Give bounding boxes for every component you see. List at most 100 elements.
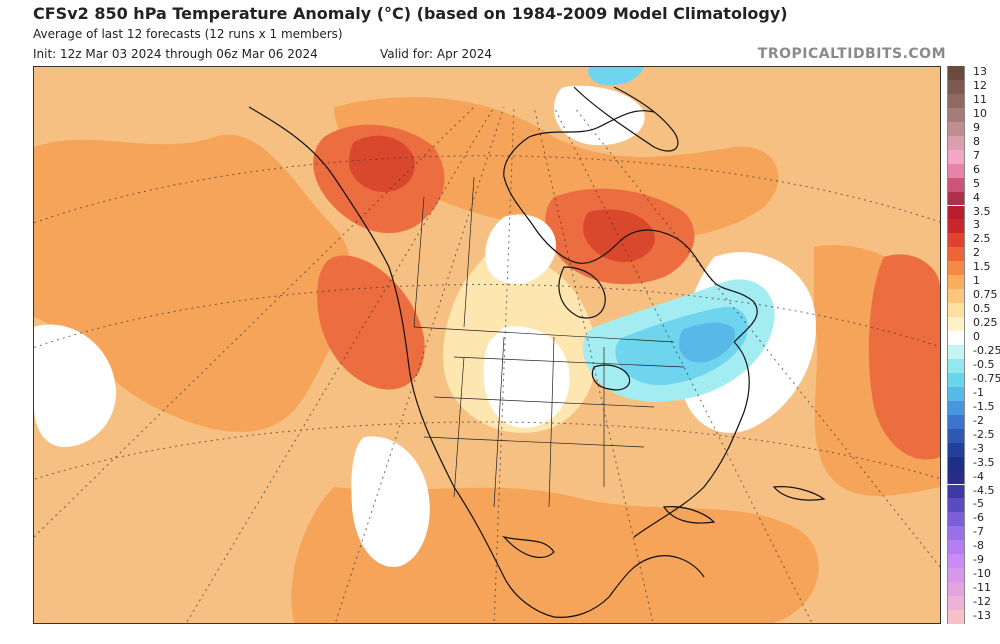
warm-region-pacific-band [34, 134, 351, 432]
legend-swatch [947, 372, 965, 387]
legend-label: 3.5 [973, 204, 991, 218]
ensemble-subtitle: Average of last 12 forecasts (12 runs x … [33, 27, 343, 41]
legend-entry: -13 [947, 609, 1000, 624]
legend-swatch [947, 526, 965, 541]
legend-swatch [947, 456, 965, 471]
legend-label: 13 [973, 65, 987, 78]
legend-swatch [947, 358, 965, 373]
legend-label: 5 [973, 176, 980, 190]
legend-swatch [947, 233, 965, 248]
legend-swatch [947, 345, 965, 359]
legend-entry: -9 [947, 553, 1000, 569]
legend-swatch [947, 93, 965, 108]
legend-entry: 1 [947, 274, 1000, 290]
legend-swatch [947, 303, 965, 318]
legend-entry: 0.75 [947, 288, 1000, 304]
legend-entry: 13 [947, 65, 1000, 80]
legend-entry: 3 [947, 218, 1000, 234]
legend-label: -1 [973, 385, 984, 399]
legend-label: -13 [973, 609, 991, 623]
legend-swatch [947, 177, 965, 192]
political-boundaries [413, 176, 685, 508]
legend-label: -2.5 [973, 427, 995, 441]
legend-swatch [947, 498, 965, 513]
neutral-zone-pacific-west [34, 324, 116, 447]
legend-swatch [947, 582, 965, 597]
legend-swatch [947, 512, 965, 527]
legend-label: 2.5 [973, 232, 991, 246]
legend-entry: 5 [947, 176, 1000, 192]
legend-entry: 0 [947, 330, 1000, 345]
legend-label: -6 [973, 511, 984, 525]
legend-swatch [947, 66, 965, 80]
map-canvas [34, 67, 940, 623]
legend-swatch [947, 107, 965, 122]
legend-swatch [947, 289, 965, 304]
legend-entry: -10 [947, 567, 1000, 583]
legend-label: 12 [973, 78, 987, 92]
cool-spot-greenland [588, 67, 644, 86]
legend-swatch [947, 554, 965, 569]
warm-max-labrador [583, 209, 655, 262]
legend-entry: 4 [947, 191, 1000, 206]
legend-label: 11 [973, 92, 987, 106]
legend-swatch [947, 191, 965, 206]
legend-label: -12 [973, 595, 991, 609]
legend-swatch [947, 540, 965, 555]
anomaly-map [33, 66, 941, 624]
coastlines [248, 86, 826, 618]
legend-entry: -6 [947, 511, 1000, 527]
legend-swatch [947, 442, 965, 457]
warm-core-atlantic [868, 254, 940, 460]
legend-label: -11 [973, 581, 991, 595]
legend-entry: -4 [947, 469, 1000, 485]
legend-label: -9 [973, 553, 984, 567]
legend-entry: -1.5 [947, 399, 1000, 415]
legend-label: -0.25 [973, 344, 1000, 357]
legend-label: 9 [973, 120, 980, 134]
legend-entry: 8 [947, 134, 1000, 150]
legend-swatch [947, 428, 965, 443]
legend-swatch [947, 247, 965, 262]
legend-entry: 12 [947, 78, 1000, 94]
legend-label: 0.25 [973, 316, 998, 330]
legend-swatch [947, 135, 965, 150]
neutral-zone-hudson [485, 214, 556, 285]
brand-watermark: TROPICALTIDBITS.COM [757, 46, 946, 62]
cool-max-new-england [679, 322, 735, 363]
legend-entry: 2 [947, 246, 1000, 262]
legend-label: -2 [973, 413, 984, 427]
legend-label: 1 [973, 274, 980, 288]
legend-entry: -3.5 [947, 455, 1000, 471]
legend-entry: -5 [947, 497, 1000, 513]
legend-swatch [947, 205, 965, 220]
legend-label: -3 [973, 441, 984, 455]
legend-label: 0.75 [973, 288, 998, 302]
legend-entry: -3 [947, 441, 1000, 457]
legend-entry: 1.5 [947, 260, 1000, 276]
legend-label: 3 [973, 218, 980, 232]
legend-label: -1.5 [973, 399, 995, 413]
legend-swatch [947, 596, 965, 611]
legend-label: 6 [973, 162, 980, 176]
legend-entry: -0.25 [947, 344, 1000, 359]
legend-swatch [947, 219, 965, 234]
legend-label: 1.5 [973, 260, 991, 274]
legend-label: -4 [973, 469, 984, 483]
header: CFSv2 850 hPa Temperature Anomaly (°C) (… [0, 0, 1000, 70]
legend-swatch [947, 414, 965, 429]
legend-label: -7 [973, 525, 984, 539]
legend-label: 0.5 [973, 302, 991, 316]
legend-swatch [947, 149, 965, 164]
legend-label: -0.5 [973, 357, 995, 371]
legend-label: -3.5 [973, 455, 995, 469]
legend-label: -10 [973, 567, 991, 581]
legend-entry: 10 [947, 106, 1000, 122]
legend-entry: -11 [947, 581, 1000, 597]
legend-label: 8 [973, 134, 980, 148]
valid-time-label: Valid for: Apr 2024 [380, 47, 492, 61]
legend-entry: -1 [947, 385, 1000, 401]
legend-label: 7 [973, 148, 980, 162]
legend-label: 10 [973, 106, 987, 120]
neutral-zone-southwest [351, 436, 430, 567]
